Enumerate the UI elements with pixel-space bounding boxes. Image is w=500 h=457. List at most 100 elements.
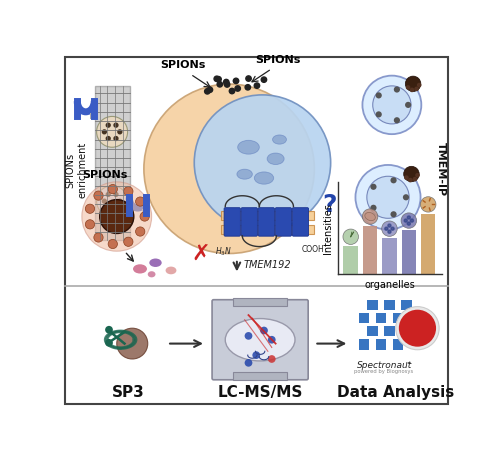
Circle shape (108, 239, 118, 249)
Circle shape (118, 199, 122, 203)
Circle shape (245, 85, 250, 90)
Bar (90, 112, 96, 119)
Circle shape (390, 177, 396, 183)
Ellipse shape (148, 271, 156, 277)
Circle shape (252, 351, 260, 359)
Circle shape (399, 310, 436, 347)
FancyBboxPatch shape (241, 207, 258, 236)
Bar (233, 372, 287, 380)
Circle shape (102, 199, 106, 203)
Circle shape (356, 165, 420, 229)
Text: TMEM-IP: TMEM-IP (436, 142, 446, 196)
Circle shape (230, 88, 234, 94)
Circle shape (118, 130, 122, 134)
Bar (344, 246, 358, 274)
Circle shape (388, 224, 391, 227)
Circle shape (405, 102, 411, 108)
Circle shape (394, 117, 400, 123)
Bar (421, 214, 436, 274)
Text: $H_3N$: $H_3N$ (216, 245, 232, 258)
Circle shape (106, 206, 110, 210)
Circle shape (396, 307, 439, 350)
Text: COOH: COOH (302, 245, 324, 254)
Ellipse shape (150, 259, 162, 267)
Text: organelles: organelles (364, 280, 416, 290)
Bar (75, 112, 81, 119)
Circle shape (96, 117, 128, 147)
Bar (222, 225, 314, 234)
Circle shape (106, 137, 110, 140)
Circle shape (362, 209, 378, 224)
Circle shape (417, 83, 422, 87)
Bar (222, 211, 314, 220)
Circle shape (415, 173, 420, 177)
Bar (233, 298, 287, 306)
Ellipse shape (225, 319, 295, 361)
Text: ?: ? (322, 193, 337, 217)
Circle shape (260, 327, 268, 335)
Circle shape (96, 186, 128, 217)
Circle shape (404, 219, 407, 222)
FancyBboxPatch shape (224, 207, 240, 236)
Text: ✗: ✗ (191, 244, 210, 264)
Circle shape (105, 326, 113, 334)
Circle shape (390, 211, 396, 218)
Ellipse shape (272, 135, 286, 144)
Ellipse shape (365, 213, 376, 221)
Circle shape (370, 205, 376, 211)
Circle shape (268, 355, 276, 363)
Circle shape (261, 77, 266, 82)
Ellipse shape (267, 153, 284, 165)
Circle shape (114, 192, 118, 197)
Circle shape (410, 88, 414, 92)
Circle shape (408, 216, 410, 219)
Circle shape (362, 75, 422, 134)
Circle shape (106, 192, 110, 197)
FancyBboxPatch shape (258, 207, 274, 236)
Circle shape (391, 227, 394, 230)
Circle shape (102, 130, 106, 134)
FancyBboxPatch shape (212, 300, 308, 380)
Circle shape (404, 166, 419, 182)
Text: SPIONs: SPIONs (82, 170, 128, 181)
Circle shape (100, 200, 134, 234)
Text: Data Analysis: Data Analysis (337, 385, 454, 400)
Circle shape (86, 204, 94, 213)
Circle shape (124, 237, 133, 246)
Text: SPIONs: SPIONs (256, 55, 300, 65)
Text: TMEM192: TMEM192 (244, 260, 292, 271)
Circle shape (403, 194, 409, 200)
Circle shape (224, 82, 230, 87)
Circle shape (385, 227, 388, 230)
Circle shape (108, 185, 118, 194)
Circle shape (140, 212, 149, 221)
Circle shape (414, 86, 419, 91)
Circle shape (376, 112, 382, 117)
Circle shape (408, 178, 412, 182)
Ellipse shape (254, 172, 274, 184)
Circle shape (86, 220, 94, 229)
Circle shape (370, 184, 376, 190)
Text: powered by Biognosys: powered by Biognosys (354, 369, 414, 374)
Ellipse shape (166, 266, 176, 274)
Circle shape (372, 86, 411, 124)
Circle shape (412, 177, 418, 181)
Circle shape (246, 76, 252, 81)
Circle shape (268, 336, 276, 344)
Circle shape (235, 86, 240, 91)
Circle shape (376, 92, 382, 98)
Circle shape (406, 76, 421, 91)
FancyBboxPatch shape (275, 207, 291, 236)
Circle shape (394, 86, 400, 93)
Bar (382, 238, 396, 274)
Text: Intensities: Intensities (324, 202, 334, 254)
Circle shape (94, 233, 103, 242)
Ellipse shape (238, 140, 260, 154)
Bar (142, 209, 148, 215)
Circle shape (410, 219, 414, 222)
Circle shape (254, 83, 260, 88)
Circle shape (420, 197, 436, 212)
Circle shape (114, 123, 118, 127)
Text: Spectronaut: Spectronaut (356, 361, 412, 370)
Bar (363, 226, 378, 274)
